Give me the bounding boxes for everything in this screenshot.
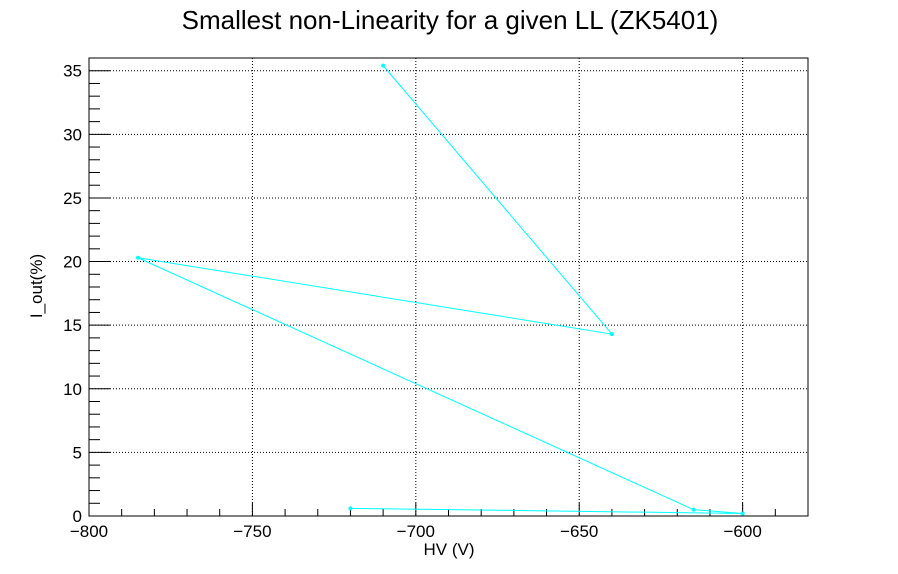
y-tick-label: 15 [63, 316, 82, 335]
data-point [740, 511, 745, 516]
y-tick-label: 20 [63, 253, 82, 272]
chart-title: Smallest non-Linearity for a given LL (Z… [182, 5, 719, 35]
data-point [609, 332, 614, 337]
y-tick-label: 35 [63, 62, 82, 81]
y-tick-label: 0 [73, 507, 82, 526]
grid-layer [88, 58, 808, 517]
x-tick-label: −750 [233, 522, 271, 541]
x-tick-label: −700 [397, 522, 435, 541]
plot-frame [88, 57, 809, 517]
y-axis-label: I_out(%) [27, 254, 46, 318]
data-point [381, 63, 386, 68]
series-layer [136, 63, 745, 516]
y-tick-label: 10 [63, 380, 82, 399]
data-point [691, 507, 696, 512]
data-point [348, 506, 353, 511]
y-tick-label: 5 [73, 443, 82, 462]
y-tick-label: 25 [63, 189, 82, 208]
ticks-layer: −800 −750 −700 −650 −600 0 5 10 15 20 25 30 35 [63, 57, 776, 541]
x-tick-label: −650 [560, 522, 598, 541]
x-tick-label: −800 [70, 522, 108, 541]
x-tick-label: −600 [723, 522, 761, 541]
x-axis-label: HV (V) [424, 540, 475, 559]
y-tick-label: 30 [63, 125, 82, 144]
series-line [137, 65, 743, 514]
data-point [136, 255, 141, 260]
